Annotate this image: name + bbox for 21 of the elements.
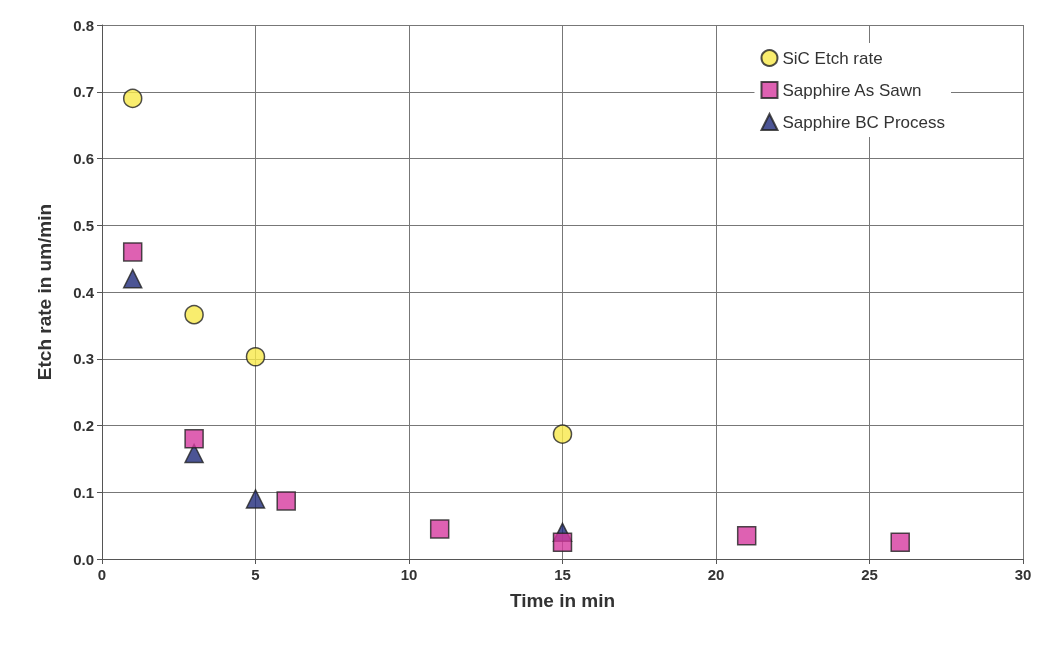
y-tick-label: 0.0: [73, 550, 94, 568]
x-tick-label: 0: [97, 566, 107, 583]
x-tick-label: 10: [400, 566, 418, 583]
x-tick-label: 25: [861, 566, 878, 583]
x-tick-label: 5: [251, 566, 260, 583]
y-tick-label: 0.4: [73, 283, 95, 301]
x-tick-label: 20: [707, 566, 725, 583]
legend-label: Sapphire BC Process: [782, 112, 946, 132]
x-tick-label: 15: [554, 566, 571, 583]
legend-label: Sapphire As Sawn: [782, 80, 922, 100]
y-tick-label: 0.1: [73, 483, 94, 501]
legend-label: SiC Etch rate: [782, 48, 883, 68]
x-axis-title: Time in min: [509, 590, 616, 611]
y-axis-title: Etch rate in um/min: [34, 203, 55, 381]
y-tick-label: 0.5: [73, 216, 94, 234]
x-tick-label: 30: [1014, 566, 1032, 583]
y-tick-label: 0.8: [73, 16, 94, 34]
y-tick-label: 0.7: [73, 83, 94, 101]
y-tick-label: 0.3: [73, 350, 94, 368]
y-tick-label: 0.2: [73, 417, 94, 434]
y-tick-label: 0.6: [73, 150, 94, 167]
